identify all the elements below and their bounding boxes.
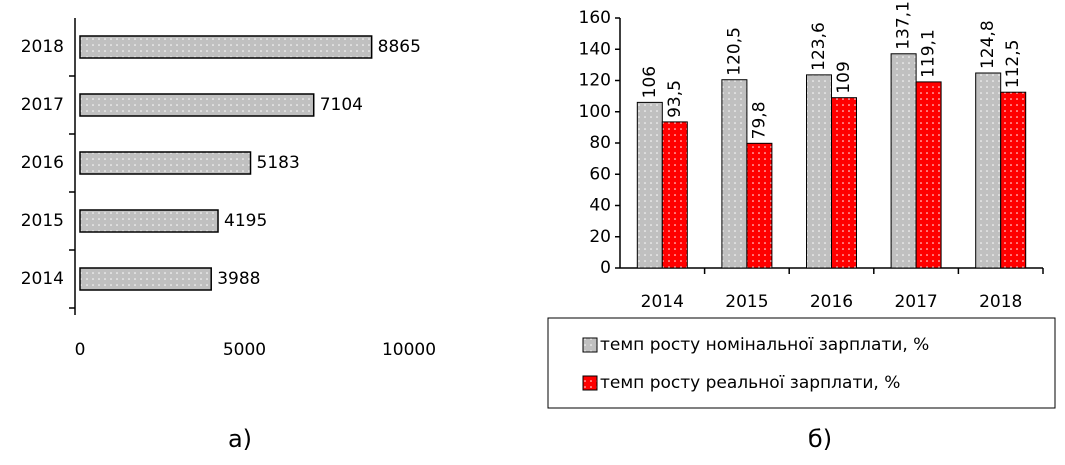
value-label: 79,8 xyxy=(749,101,769,139)
y-tick-label: 100 xyxy=(579,102,611,122)
x-tick-label: 2014 xyxy=(641,292,684,312)
x-tick-label: 5000 xyxy=(223,340,266,360)
bar xyxy=(79,267,212,291)
legend-box xyxy=(547,317,1056,409)
bar xyxy=(661,121,688,269)
bar xyxy=(79,151,252,175)
bar xyxy=(1000,91,1027,269)
bar xyxy=(806,74,832,269)
bar xyxy=(975,72,1002,269)
value-label: 106 xyxy=(640,66,660,98)
bar xyxy=(79,209,219,233)
caption: а) xyxy=(228,425,252,453)
y-tick-label: 2017 xyxy=(21,95,64,115)
value-label: 93,5 xyxy=(665,80,685,118)
y-tick-label: 40 xyxy=(589,196,611,216)
bar xyxy=(831,97,857,269)
x-tick-label: 2018 xyxy=(979,292,1022,312)
caption: б) xyxy=(808,425,832,453)
bar xyxy=(746,142,773,269)
y-tick-label: 120 xyxy=(579,71,611,91)
y-tick-label: 160 xyxy=(579,8,611,28)
bar xyxy=(636,101,663,269)
value-label: 7104 xyxy=(320,95,363,115)
value-label: 112,5 xyxy=(1003,40,1023,89)
value-label: 123,6 xyxy=(809,22,829,71)
value-label: 120,5 xyxy=(724,27,744,76)
value-label: 109 xyxy=(834,61,854,93)
legend-swatch xyxy=(582,337,598,353)
value-label: 119,1 xyxy=(919,29,939,78)
value-label: 3988 xyxy=(217,269,260,289)
y-tick-label: 2016 xyxy=(21,153,64,173)
bar xyxy=(79,93,315,117)
y-tick-label: 2015 xyxy=(21,211,64,231)
x-tick-label: 10000 xyxy=(382,340,436,360)
x-tick-label: 2016 xyxy=(810,292,853,312)
value-label: 8865 xyxy=(378,37,421,57)
x-tick-label: 2017 xyxy=(894,292,937,312)
y-tick-label: 60 xyxy=(589,164,611,184)
y-tick-label: 20 xyxy=(589,227,611,247)
x-tick-label: 0 xyxy=(75,340,86,360)
y-tick-label: 2014 xyxy=(21,269,64,289)
y-tick-label: 0 xyxy=(600,258,611,278)
bar xyxy=(721,79,748,269)
legend-label: темп росту номінальної зарплати, % xyxy=(600,335,929,355)
bar xyxy=(915,81,942,269)
value-label: 137,1 xyxy=(894,1,914,50)
bar xyxy=(890,53,917,269)
value-label: 5183 xyxy=(257,153,300,173)
value-label: 4195 xyxy=(224,211,267,231)
x-tick-label: 2015 xyxy=(725,292,768,312)
value-label: 124,8 xyxy=(978,20,998,69)
legend-swatch xyxy=(582,375,598,391)
y-tick-label: 80 xyxy=(589,133,611,153)
bar xyxy=(79,35,373,59)
y-tick-label: 140 xyxy=(579,39,611,59)
y-tick-label: 2018 xyxy=(21,37,64,57)
legend-label: темп росту реальної зарплати, % xyxy=(600,373,900,393)
